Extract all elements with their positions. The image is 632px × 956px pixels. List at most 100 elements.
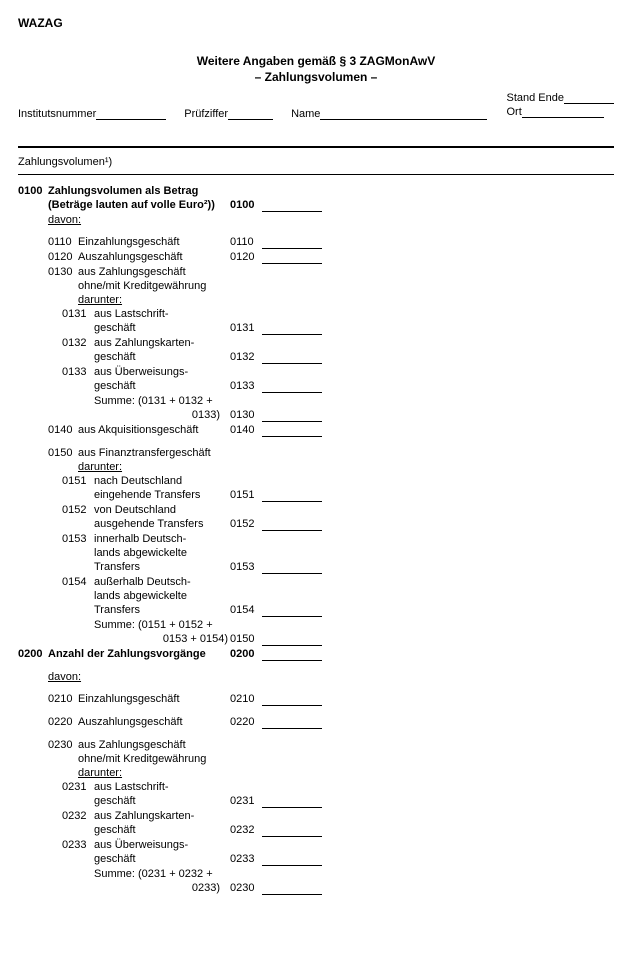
desc-0151a: nach Deutschland xyxy=(94,475,228,487)
sum-015-b: 0153 + 0154) xyxy=(94,633,228,645)
label-darunter-3: darunter: xyxy=(78,767,228,779)
code-0152: 0152 xyxy=(62,504,92,516)
desc-0230b: ohne/mit Kreditgewährung xyxy=(78,753,228,765)
blank-0232[interactable] xyxy=(262,826,322,837)
valcode-0100: 0100 xyxy=(228,199,262,211)
row-0131: 0131 aus Lastschrift- xyxy=(48,308,228,320)
row-0153: 0153 innerhalb Deutsch- xyxy=(48,533,228,545)
blank-institutsnummer[interactable] xyxy=(96,108,166,120)
header-row: Institutsnummer Prüfziffer Name Stand En… xyxy=(18,92,614,120)
sum-023-a: Summe: (0231 + 0232 + xyxy=(94,868,228,880)
blank-pruefziffer[interactable] xyxy=(228,108,273,120)
desc-0152b: ausgehende Transfers xyxy=(94,518,228,530)
row-0152: 0152 von Deutschland xyxy=(48,504,228,516)
blank-0132[interactable] xyxy=(262,353,322,364)
desc-0100a: Zahlungsvolumen als Betrag xyxy=(48,185,228,197)
blank-0233[interactable] xyxy=(262,855,322,866)
code-0132: 0132 xyxy=(62,337,92,349)
desc-0151b: eingehende Transfers xyxy=(94,489,228,501)
valcode-0154: 0154 xyxy=(228,604,262,616)
blank-0231[interactable] xyxy=(262,797,322,808)
desc-0110: Einzahlungsgeschäft xyxy=(78,236,228,248)
desc-0153c: Transfers xyxy=(94,561,228,573)
section-title: Zahlungsvolumen¹) xyxy=(18,156,614,168)
row-0130: 0130 aus Zahlungsgeschäft xyxy=(48,266,228,278)
desc-0232b: geschäft xyxy=(94,824,228,836)
code-0151: 0151 xyxy=(62,475,92,487)
label-name: Name xyxy=(291,108,320,120)
desc-0152a: von Deutschland xyxy=(94,504,228,516)
desc-0153b: lands abgewickelte xyxy=(94,547,228,559)
desc-0231b: geschäft xyxy=(94,795,228,807)
label-davon-2: davon: xyxy=(48,671,228,683)
desc-0100b: (Beträge lauten auf volle Euro²)) xyxy=(48,199,228,211)
code-0131: 0131 xyxy=(62,308,92,320)
code-0230: 0230 xyxy=(48,739,78,751)
desc-0154b: lands abgewickelte xyxy=(94,590,228,602)
code-0233: 0233 xyxy=(62,839,92,851)
form-code: WAZAG xyxy=(18,16,614,30)
blank-0130[interactable] xyxy=(262,411,322,422)
blank-0153[interactable] xyxy=(262,563,322,574)
code-0200: 0200 xyxy=(18,648,48,660)
blank-name[interactable] xyxy=(320,108,486,120)
blank-0120[interactable] xyxy=(262,253,322,264)
valcode-0152: 0152 xyxy=(228,518,262,530)
form-grid: 0100 Zahlungsvolumen als Betrag (Beträge… xyxy=(18,185,614,895)
desc-0230a: aus Zahlungsgeschäft xyxy=(78,739,228,751)
blank-0154[interactable] xyxy=(262,606,322,617)
desc-0231a: aus Lastschrift- xyxy=(94,781,228,793)
blank-0151[interactable] xyxy=(262,491,322,502)
code-0150: 0150 xyxy=(48,447,78,459)
valcode-0153: 0153 xyxy=(228,561,262,573)
field-ort: Ort xyxy=(507,106,615,118)
valcode-0230: 0230 xyxy=(228,882,262,894)
row-0233: 0233 aus Überweisungs- xyxy=(48,839,228,851)
desc-0131a: aus Lastschrift- xyxy=(94,308,228,320)
blank-0150[interactable] xyxy=(262,635,322,646)
code-0232: 0232 xyxy=(62,810,92,822)
sum-023-b: 0233) xyxy=(94,882,228,894)
sum-015-a: Summe: (0151 + 0152 + xyxy=(94,619,228,631)
blank-0230[interactable] xyxy=(262,884,322,895)
code-0140: 0140 xyxy=(48,424,78,436)
valcode-0151: 0151 xyxy=(228,489,262,501)
blank-0200[interactable] xyxy=(262,650,322,661)
desc-0132a: aus Zahlungskarten- xyxy=(94,337,228,349)
label-stand-ende: Stand Ende xyxy=(507,92,565,104)
blank-0110[interactable] xyxy=(262,238,322,249)
blank-stand-ende[interactable] xyxy=(564,92,614,104)
valcode-0233: 0233 xyxy=(228,853,262,865)
title-line2: – Zahlungsvolumen – xyxy=(18,70,614,84)
blank-ort[interactable] xyxy=(522,106,604,118)
blank-0152[interactable] xyxy=(262,520,322,531)
blank-0100[interactable] xyxy=(262,201,322,212)
sum-013-a: Summe: (0131 + 0132 + xyxy=(94,395,228,407)
field-name: Name xyxy=(291,108,486,120)
desc-0220: Auszahlungsgeschäft xyxy=(78,716,228,728)
row-0232: 0232 aus Zahlungskarten- xyxy=(48,810,228,822)
blank-0220[interactable] xyxy=(262,718,322,729)
valcode-0200: 0200 xyxy=(228,648,262,660)
code-0100: 0100 xyxy=(18,185,48,197)
blank-0140[interactable] xyxy=(262,426,322,437)
row-0210: 0210 Einzahlungsgeschäft xyxy=(48,693,228,705)
code-0231: 0231 xyxy=(62,781,92,793)
desc-0200: Anzahl der Zahlungsvorgänge xyxy=(48,648,228,660)
code-0153: 0153 xyxy=(62,533,92,545)
blank-0133[interactable] xyxy=(262,382,322,393)
desc-0154c: Transfers xyxy=(94,604,228,616)
row-0132: 0132 aus Zahlungskarten- xyxy=(48,337,228,349)
valcode-0140: 0140 xyxy=(228,424,262,436)
desc-0233a: aus Überweisungs- xyxy=(94,839,228,851)
row-0154: 0154 außerhalb Deutsch- xyxy=(48,576,228,588)
blank-0210[interactable] xyxy=(262,695,322,706)
divider-thin xyxy=(18,174,614,175)
desc-0232a: aus Zahlungskarten- xyxy=(94,810,228,822)
label-pruefziffer: Prüfziffer xyxy=(184,108,228,120)
desc-0210: Einzahlungsgeschäft xyxy=(78,693,228,705)
blank-0131[interactable] xyxy=(262,324,322,335)
code-0210: 0210 xyxy=(48,693,78,705)
desc-0153a: innerhalb Deutsch- xyxy=(94,533,228,545)
valcode-0130: 0130 xyxy=(228,409,262,421)
